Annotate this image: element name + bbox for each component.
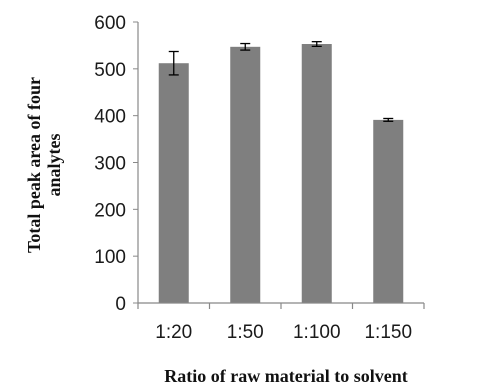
bars-group [158, 44, 404, 304]
error-bar [383, 117, 394, 122]
error-bar [311, 41, 322, 48]
y-axis-title-line-1: Total peak area of four [24, 77, 44, 253]
y-tick-label: 500 [94, 60, 126, 81]
error-bars-group [168, 41, 394, 122]
x-tick-label: 1:100 [293, 322, 341, 343]
bar-1-20 [158, 63, 189, 303]
x-axis-ticks: 1:20 1:50 1:100 1:150 [155, 322, 412, 343]
bar-1-150 [373, 119, 404, 303]
y-tick-label: 0 [115, 294, 126, 315]
y-axis-title: Total peak area of four analytes [24, 77, 64, 253]
y-tick-label: 600 [94, 13, 126, 34]
y-axis-title-line-2: analytes [44, 134, 64, 197]
y-tick-label: 400 [94, 107, 126, 128]
y-tick-label: 200 [94, 200, 126, 221]
x-tick-label: 1:150 [364, 322, 412, 343]
error-bar [240, 42, 251, 51]
bar-1-50 [230, 46, 261, 304]
y-tick-label: 100 [94, 247, 126, 268]
x-tick-label: 1:20 [155, 322, 192, 343]
y-tick-label: 300 [94, 154, 126, 175]
y-axis-ticks: 0 100 200 300 400 500 600 [94, 13, 138, 315]
x-axis-title: Ratio of raw material to solvent [164, 366, 407, 386]
x-tick-label: 1:50 [227, 322, 264, 343]
axes-group [137, 22, 425, 309]
error-bar [168, 50, 179, 76]
bar-1-100 [301, 44, 332, 304]
